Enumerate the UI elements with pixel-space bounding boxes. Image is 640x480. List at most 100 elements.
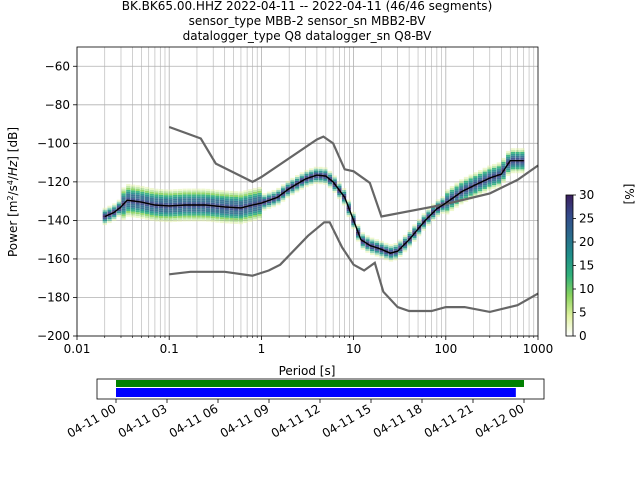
- density-cell: [135, 196, 140, 199]
- density-cell: [285, 190, 290, 193]
- density-cell: [229, 202, 234, 205]
- density-cell: [379, 254, 384, 257]
- density-cell: [224, 215, 229, 218]
- density-cell: [243, 203, 248, 206]
- density-cell: [158, 200, 164, 203]
- density-cell: [215, 216, 220, 219]
- density-cell: [477, 183, 483, 186]
- density-cell: [126, 201, 131, 204]
- density-cell: [130, 211, 136, 214]
- density-cell: [515, 157, 520, 160]
- density-cell: [515, 169, 520, 172]
- density-cell: [201, 196, 206, 199]
- density-cell: [229, 198, 234, 201]
- density-cell: [140, 212, 145, 215]
- density-cell: [388, 250, 394, 252]
- density-cell: [168, 199, 173, 202]
- density-cell: [116, 205, 122, 208]
- density-cell: [154, 219, 159, 222]
- density-cell: [515, 163, 520, 166]
- density-cell: [144, 192, 150, 195]
- density-cell: [116, 199, 122, 202]
- density-cell: [140, 203, 145, 206]
- density-cell: [449, 199, 455, 202]
- density-cell: [341, 197, 347, 200]
- density-cell: [323, 169, 328, 172]
- density-cell: [196, 213, 201, 216]
- density-cell: [515, 150, 520, 153]
- density-cell: [299, 183, 304, 186]
- density-cell: [487, 175, 492, 178]
- density-cell: [492, 183, 497, 186]
- density-cell: [477, 187, 483, 190]
- density-cell: [201, 211, 206, 214]
- density-cell: [205, 192, 211, 195]
- density-cell: [445, 212, 450, 215]
- density-cell: [496, 185, 501, 188]
- density-cell: [248, 216, 253, 219]
- density-cell: [144, 215, 150, 218]
- density-cell: [407, 233, 412, 236]
- density-cell: [252, 207, 258, 210]
- density-cell: [234, 216, 239, 219]
- density-cell: [431, 203, 436, 206]
- density-cell: [168, 208, 173, 211]
- density-cell: [313, 170, 319, 173]
- density-cell: [149, 209, 154, 212]
- density-cell: [126, 185, 131, 188]
- density-cell: [219, 199, 225, 202]
- density-cell: [154, 217, 159, 220]
- density-cell: [520, 163, 525, 166]
- density-cell: [121, 195, 126, 198]
- density-cell: [379, 244, 384, 247]
- density-cell: [402, 250, 408, 253]
- density-cell: [515, 148, 520, 151]
- density-cell: [168, 193, 173, 196]
- density-cell: [215, 189, 220, 192]
- density-cell: [130, 207, 136, 210]
- density-cell: [149, 197, 154, 200]
- psd-density-cells: [102, 148, 525, 262]
- density-cell: [280, 188, 286, 191]
- density-cell: [210, 191, 215, 194]
- density-cell: [135, 185, 140, 188]
- density-cell: [126, 203, 131, 206]
- density-cell: [379, 256, 384, 259]
- density-cell: [144, 213, 150, 216]
- density-cell: [440, 196, 445, 199]
- density-cell: [168, 197, 173, 200]
- density-cell: [266, 193, 272, 196]
- density-cell: [154, 211, 159, 214]
- density-cell: [248, 208, 253, 211]
- density-cell: [271, 189, 276, 192]
- density-cell: [370, 241, 375, 244]
- density-cell: [459, 185, 464, 188]
- y-tick-label: −200: [37, 329, 70, 343]
- density-cell: [346, 199, 351, 202]
- density-cell: [257, 187, 262, 189]
- density-cell: [196, 217, 201, 220]
- density-cell: [191, 211, 197, 214]
- density-cell: [177, 208, 183, 211]
- density-cell: [163, 198, 168, 201]
- density-cell: [140, 211, 145, 213]
- density-cell: [506, 174, 511, 176]
- density-cell: [102, 213, 107, 216]
- density-cell: [224, 198, 229, 201]
- density-cell: [140, 209, 145, 212]
- density-cell: [313, 168, 319, 171]
- density-cell: [492, 181, 497, 184]
- density-cell: [337, 195, 342, 198]
- density-cell: [506, 156, 511, 159]
- density-cell: [482, 173, 487, 176]
- density-cell: [168, 201, 173, 203]
- density-cell: [285, 184, 290, 187]
- coverage-bar-green: [116, 380, 524, 387]
- density-cell: [205, 206, 211, 209]
- density-cell: [276, 197, 281, 200]
- density-cell: [196, 188, 201, 191]
- density-cell: [341, 201, 347, 204]
- density-cell: [332, 185, 337, 188]
- density-cell: [492, 171, 497, 174]
- density-cell: [379, 242, 384, 245]
